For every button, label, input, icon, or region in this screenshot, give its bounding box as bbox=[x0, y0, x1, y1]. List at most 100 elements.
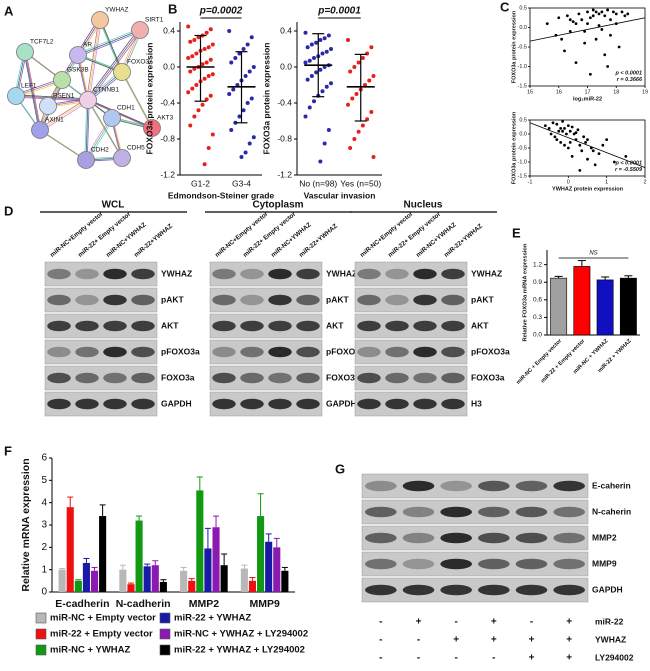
data-point bbox=[586, 138, 589, 142]
data-point bbox=[570, 125, 574, 129]
data-point bbox=[549, 132, 553, 136]
data-point bbox=[208, 27, 213, 32]
data-point bbox=[202, 47, 207, 51]
data-point bbox=[371, 74, 376, 78]
blot-band bbox=[240, 398, 264, 410]
blot-strip bbox=[361, 551, 589, 577]
blot-band bbox=[268, 398, 292, 410]
data-point bbox=[206, 74, 211, 78]
blot-band bbox=[131, 346, 155, 358]
network-node bbox=[69, 46, 87, 64]
annotation: r = -0.5509 bbox=[615, 167, 643, 173]
data-point bbox=[594, 10, 598, 14]
data-point bbox=[568, 129, 572, 133]
blot-band bbox=[413, 268, 437, 280]
blot-band bbox=[413, 372, 437, 384]
network-node bbox=[131, 21, 149, 39]
data-point bbox=[557, 16, 561, 20]
condition-sign: + bbox=[566, 653, 572, 664]
blot-band bbox=[402, 558, 435, 570]
blot-band bbox=[385, 320, 409, 332]
blot-header: Cytoplasm bbox=[252, 200, 303, 211]
data-point bbox=[555, 138, 559, 142]
y-tick-label: 1 bbox=[41, 564, 47, 575]
data-point bbox=[206, 146, 211, 150]
data-point bbox=[196, 108, 201, 113]
node-label: YWHAZ bbox=[105, 7, 129, 14]
data-point bbox=[188, 123, 193, 128]
node-label: CDH2 bbox=[91, 147, 109, 154]
x-tick-label: MMP2 bbox=[189, 598, 219, 610]
blot-band bbox=[47, 346, 71, 358]
condition-sign: + bbox=[453, 635, 459, 646]
legend-swatch bbox=[35, 612, 47, 624]
blot-band bbox=[357, 294, 381, 306]
data-point bbox=[196, 35, 201, 40]
condition-sign: + bbox=[491, 617, 497, 628]
data-point bbox=[561, 129, 564, 133]
blot-band bbox=[268, 346, 292, 358]
condition-sign: - bbox=[417, 653, 420, 664]
y-tick-label: 6 bbox=[41, 453, 47, 464]
data-point bbox=[194, 51, 199, 56]
blot-band bbox=[131, 320, 155, 332]
y-tick-label: 1.2 bbox=[533, 261, 542, 268]
data-point bbox=[568, 141, 572, 144]
data-point bbox=[566, 146, 570, 150]
x-axis-title: Edmondson-Steiner grade bbox=[168, 190, 275, 200]
data-point bbox=[233, 56, 238, 60]
band-label: FOXO3a bbox=[471, 372, 505, 382]
blot-band bbox=[413, 320, 437, 332]
blot-band bbox=[75, 372, 99, 384]
blot-band bbox=[357, 346, 381, 358]
data-point bbox=[251, 65, 256, 69]
condition-label: YWHAZ bbox=[595, 634, 626, 644]
data-point bbox=[609, 33, 612, 37]
data-point bbox=[206, 45, 211, 50]
band-label: GAPDH bbox=[161, 398, 192, 408]
blot-band bbox=[553, 584, 585, 596]
blot-band bbox=[385, 268, 409, 280]
data-point bbox=[318, 67, 323, 72]
data-point bbox=[245, 42, 250, 47]
y-axis-title: FOXO3a protein expression bbox=[511, 111, 517, 184]
node-label: AXIN1 bbox=[45, 117, 64, 124]
node-label: TCF7L2 bbox=[30, 39, 54, 46]
legend-label: miR-NC + YWHAZ + LY294002 bbox=[174, 629, 308, 640]
data-point bbox=[356, 60, 361, 65]
data-point bbox=[354, 92, 359, 96]
y-tick-label: -1.2 bbox=[160, 169, 175, 179]
data-point bbox=[563, 49, 566, 53]
network-edge bbox=[84, 98, 88, 159]
legend-label: miR-22 + YWHAZ + LY294002 bbox=[174, 645, 305, 656]
condition-sign: + bbox=[566, 617, 572, 628]
blot-band bbox=[357, 398, 381, 410]
panel-label: D bbox=[4, 203, 13, 218]
blot-band bbox=[212, 268, 236, 280]
data-point bbox=[229, 128, 234, 132]
data-point bbox=[574, 61, 578, 64]
blot-band bbox=[296, 372, 320, 384]
blot-band bbox=[515, 584, 548, 596]
y-tick-label: 0.9 bbox=[533, 279, 542, 286]
blot-band bbox=[212, 372, 236, 384]
data-point bbox=[346, 38, 350, 42]
blot-band bbox=[268, 372, 292, 384]
network-edge bbox=[15, 95, 89, 101]
data-point bbox=[247, 69, 252, 74]
data-point bbox=[243, 150, 248, 155]
data-point bbox=[612, 160, 616, 164]
data-point bbox=[576, 128, 580, 132]
data-point bbox=[580, 18, 584, 22]
network-node bbox=[113, 63, 131, 81]
data-point bbox=[574, 22, 578, 25]
blot-band bbox=[103, 398, 127, 410]
blot-band bbox=[75, 268, 99, 280]
trend-line bbox=[529, 122, 646, 168]
blot-band bbox=[413, 346, 437, 358]
band-label: pAKT bbox=[161, 294, 184, 304]
data-point bbox=[623, 14, 627, 18]
data-point bbox=[360, 56, 365, 60]
legend-swatch bbox=[35, 644, 47, 656]
bar bbox=[180, 570, 188, 592]
